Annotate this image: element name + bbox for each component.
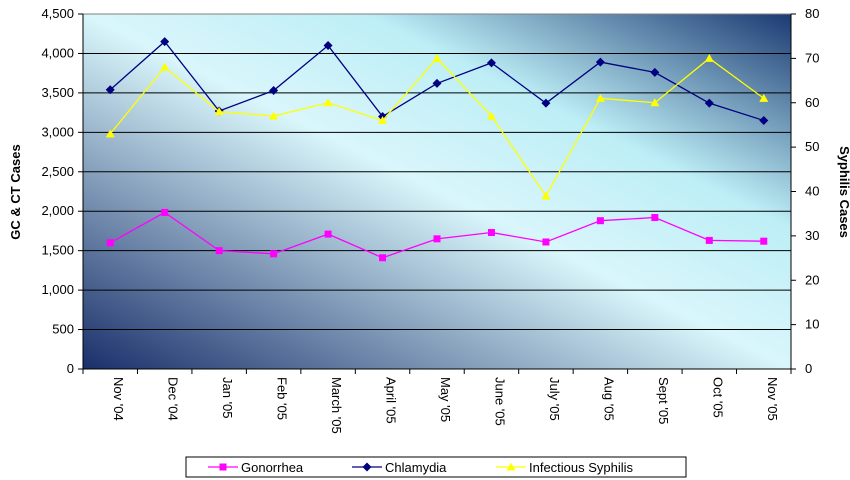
left-tick-label: 3,000 [41,124,74,139]
data-point-chlamydia [269,86,279,96]
data-point-gonorrhea [161,208,169,216]
data-point-gonorrhea [270,250,278,258]
right-axis-title: Syphilis Cases [837,146,850,238]
data-point-infectious-syphilis [704,53,714,62]
legend-label-infectious-syphilis: Infectious Syphilis [529,460,634,475]
data-point-infectious-syphilis [759,93,769,102]
data-point-gonorrhea [705,236,713,244]
legend-label-chlamydia: Chlamydia [385,460,447,475]
data-point-gonorrhea [379,254,387,262]
data-point-chlamydia [759,116,769,125]
right-tick-label: 0 [805,361,812,376]
x-tick-label: Jan '05 [220,377,235,419]
legend: Gonorrhea Chlamydia Infectious Syphilis [185,456,687,478]
data-point-infectious-syphilis [269,111,279,120]
right-tick-label: 40 [805,184,819,199]
series-infectious-syphilis [105,53,769,200]
x-tick-label: Nov '05 [765,377,780,421]
plot-area [82,13,792,370]
left-axis-title: GC & CT Cases [8,144,23,239]
data-point-infectious-syphilis [595,93,605,102]
data-point-chlamydia [650,67,660,77]
axis-labels: 05001,0001,5002,0002,5003,0003,5004,0004… [41,6,819,434]
data-point-chlamydia [105,85,115,95]
data-point-chlamydia [432,78,442,88]
left-tick-label: 1,000 [41,282,74,297]
series-gonorrhea [106,208,768,262]
left-tick-label: 4,500 [41,6,74,21]
data-point-chlamydia [323,41,333,51]
legend-marker-chlamydia [362,462,372,472]
x-tick-label: March '05 [329,377,344,434]
data-point-infectious-syphilis [105,129,115,138]
x-tick-label: June '05 [492,377,507,426]
data-point-infectious-syphilis [214,107,224,116]
data-point-gonorrhea [487,229,495,237]
data-point-gonorrhea [596,217,604,225]
data-point-gonorrhea [324,230,332,238]
x-tick-label: Feb '05 [275,377,290,420]
x-tick-label: July '05 [547,377,562,421]
x-tick-label: Dec '04 [166,377,181,421]
right-tick-label: 10 [805,317,819,332]
data-point-infectious-syphilis [486,111,496,120]
right-tick-label: 50 [805,139,819,154]
right-tick-label: 70 [805,50,819,65]
right-tick-label: 60 [805,95,819,110]
data-point-infectious-syphilis [650,98,660,107]
data-point-gonorrhea [542,238,550,246]
x-tick-label: Oct '05 [710,377,725,418]
data-point-infectious-syphilis [323,98,333,107]
data-point-chlamydia [486,58,496,68]
series-layer [105,37,769,262]
x-tick-label: Sept '05 [656,377,671,424]
data-point-gonorrhea [433,235,441,243]
data-point-chlamydia [704,98,714,108]
left-tick-label: 1,500 [41,243,74,258]
gridlines [83,52,791,331]
data-point-chlamydia [541,98,551,108]
left-tick-label: 2,000 [41,203,74,218]
right-tick-label: 20 [805,272,819,287]
left-tick-label: 2,500 [41,164,74,179]
data-point-gonorrhea [760,237,768,245]
left-tick-label: 3,500 [41,85,74,100]
x-tick-label: Aug '05 [601,377,616,421]
legend-marker-gonorrhea [219,463,227,471]
data-point-infectious-syphilis [160,62,170,71]
left-tick-label: 0 [67,361,74,376]
x-tick-label: Nov '04 [111,377,126,421]
legend-marker-infectious-syphilis [506,462,516,471]
data-point-infectious-syphilis [541,191,551,200]
data-point-infectious-syphilis [378,116,388,124]
legend-box [185,456,687,478]
legend-label-gonorrhea: Gonorrhea [241,460,304,475]
left-tick-label: 4,000 [41,45,74,60]
data-point-chlamydia [595,57,605,67]
axes [78,13,796,374]
data-point-infectious-syphilis [432,53,442,62]
data-point-gonorrhea [215,247,223,255]
right-tick-label: 30 [805,228,819,243]
data-point-gonorrhea [106,239,114,247]
data-point-gonorrhea [651,214,659,222]
data-point-chlamydia [160,37,170,47]
x-tick-label: May '05 [438,377,453,422]
right-tick-label: 80 [805,6,819,21]
left-tick-label: 500 [52,322,74,337]
x-tick-label: April '05 [384,377,399,424]
